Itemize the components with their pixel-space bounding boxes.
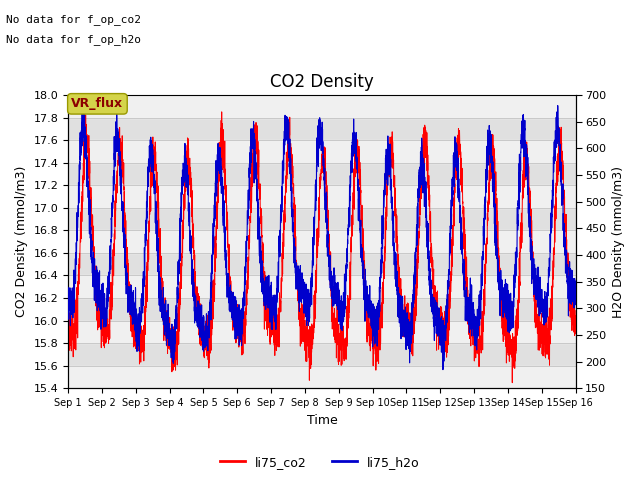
Bar xyxy=(68,276,575,298)
Bar xyxy=(68,321,575,343)
Bar xyxy=(68,185,575,208)
Text: VR_flux: VR_flux xyxy=(71,97,124,110)
Y-axis label: H2O Density (mmol/m3): H2O Density (mmol/m3) xyxy=(612,166,625,318)
Bar xyxy=(68,140,575,163)
Bar xyxy=(68,230,575,253)
Y-axis label: CO2 Density (mmol/m3): CO2 Density (mmol/m3) xyxy=(15,166,28,317)
Bar xyxy=(68,366,575,388)
X-axis label: Time: Time xyxy=(307,414,337,427)
Text: No data for f_op_co2: No data for f_op_co2 xyxy=(6,14,141,25)
Bar xyxy=(68,95,575,118)
Legend: li75_co2, li75_h2o: li75_co2, li75_h2o xyxy=(215,451,425,474)
Text: No data for f_op_h2o: No data for f_op_h2o xyxy=(6,34,141,45)
Title: CO2 Density: CO2 Density xyxy=(270,72,374,91)
